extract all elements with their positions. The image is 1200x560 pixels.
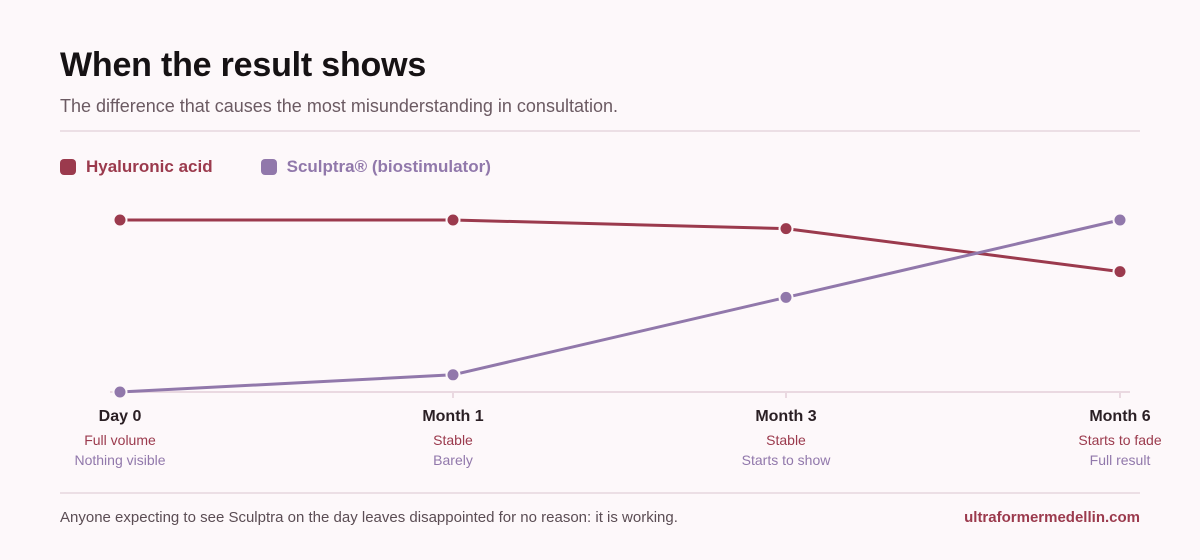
legend-item-hyaluronic: Hyaluronic acid (60, 157, 213, 177)
annotation-hyaluronic: Stable (433, 432, 473, 448)
data-point-hyaluronic (112, 212, 128, 228)
header-divider (60, 130, 1140, 132)
legend-label-hyaluronic: Hyaluronic acid (86, 157, 213, 176)
footer-brand-link[interactable]: ultraformermedellin.com (964, 509, 1140, 526)
legend-item-sculptra: Sculptra® (biostimulator) (260, 157, 491, 177)
legend-label-sculptra: Sculptra® (biostimulator) (286, 157, 491, 176)
legend-swatch-hyaluronic (60, 159, 76, 175)
data-point-sculptra (445, 367, 461, 383)
data-point-hyaluronic (445, 212, 461, 228)
annotation-sculptra: Barely (433, 452, 473, 468)
series-line-sculptra (118, 218, 1122, 394)
x-tick-label: Month 6 (1089, 408, 1150, 425)
chart-title: When the result shows (60, 46, 427, 84)
chart-legend: Hyaluronic acid Sculptra® (biostimulator… (60, 157, 491, 177)
x-tick-label: Month 1 (422, 408, 483, 425)
data-point-hyaluronic (1112, 264, 1128, 280)
legend-swatch-sculptra (260, 159, 277, 175)
annotation-sculptra: Starts to show (742, 452, 832, 468)
annotation-hyaluronic: Starts to fade (1078, 432, 1161, 448)
annotation-sculptra: Nothing visible (74, 452, 165, 468)
x-tick-label: Day 0 (99, 408, 142, 425)
footer-note: Anyone expecting to see Sculptra on the … (60, 509, 678, 526)
footer-divider (60, 492, 1140, 494)
data-point-sculptra (778, 289, 794, 305)
data-point-hyaluronic (778, 221, 794, 237)
annotation-hyaluronic: Full volume (84, 432, 156, 448)
annotation-sculptra: Full result (1090, 452, 1151, 468)
x-tick-label: Month 3 (755, 408, 816, 425)
series-line-hyaluronic (118, 218, 1122, 274)
data-point-sculptra (112, 384, 128, 400)
line-chart: Day 0 Month 1 Month 3 Month 6 Full volume Sta… (74, 212, 1162, 468)
annotation-hyaluronic: Stable (766, 432, 806, 448)
data-point-sculptra (1112, 212, 1128, 228)
chart-subtitle: The difference that causes the most misu… (60, 96, 618, 116)
